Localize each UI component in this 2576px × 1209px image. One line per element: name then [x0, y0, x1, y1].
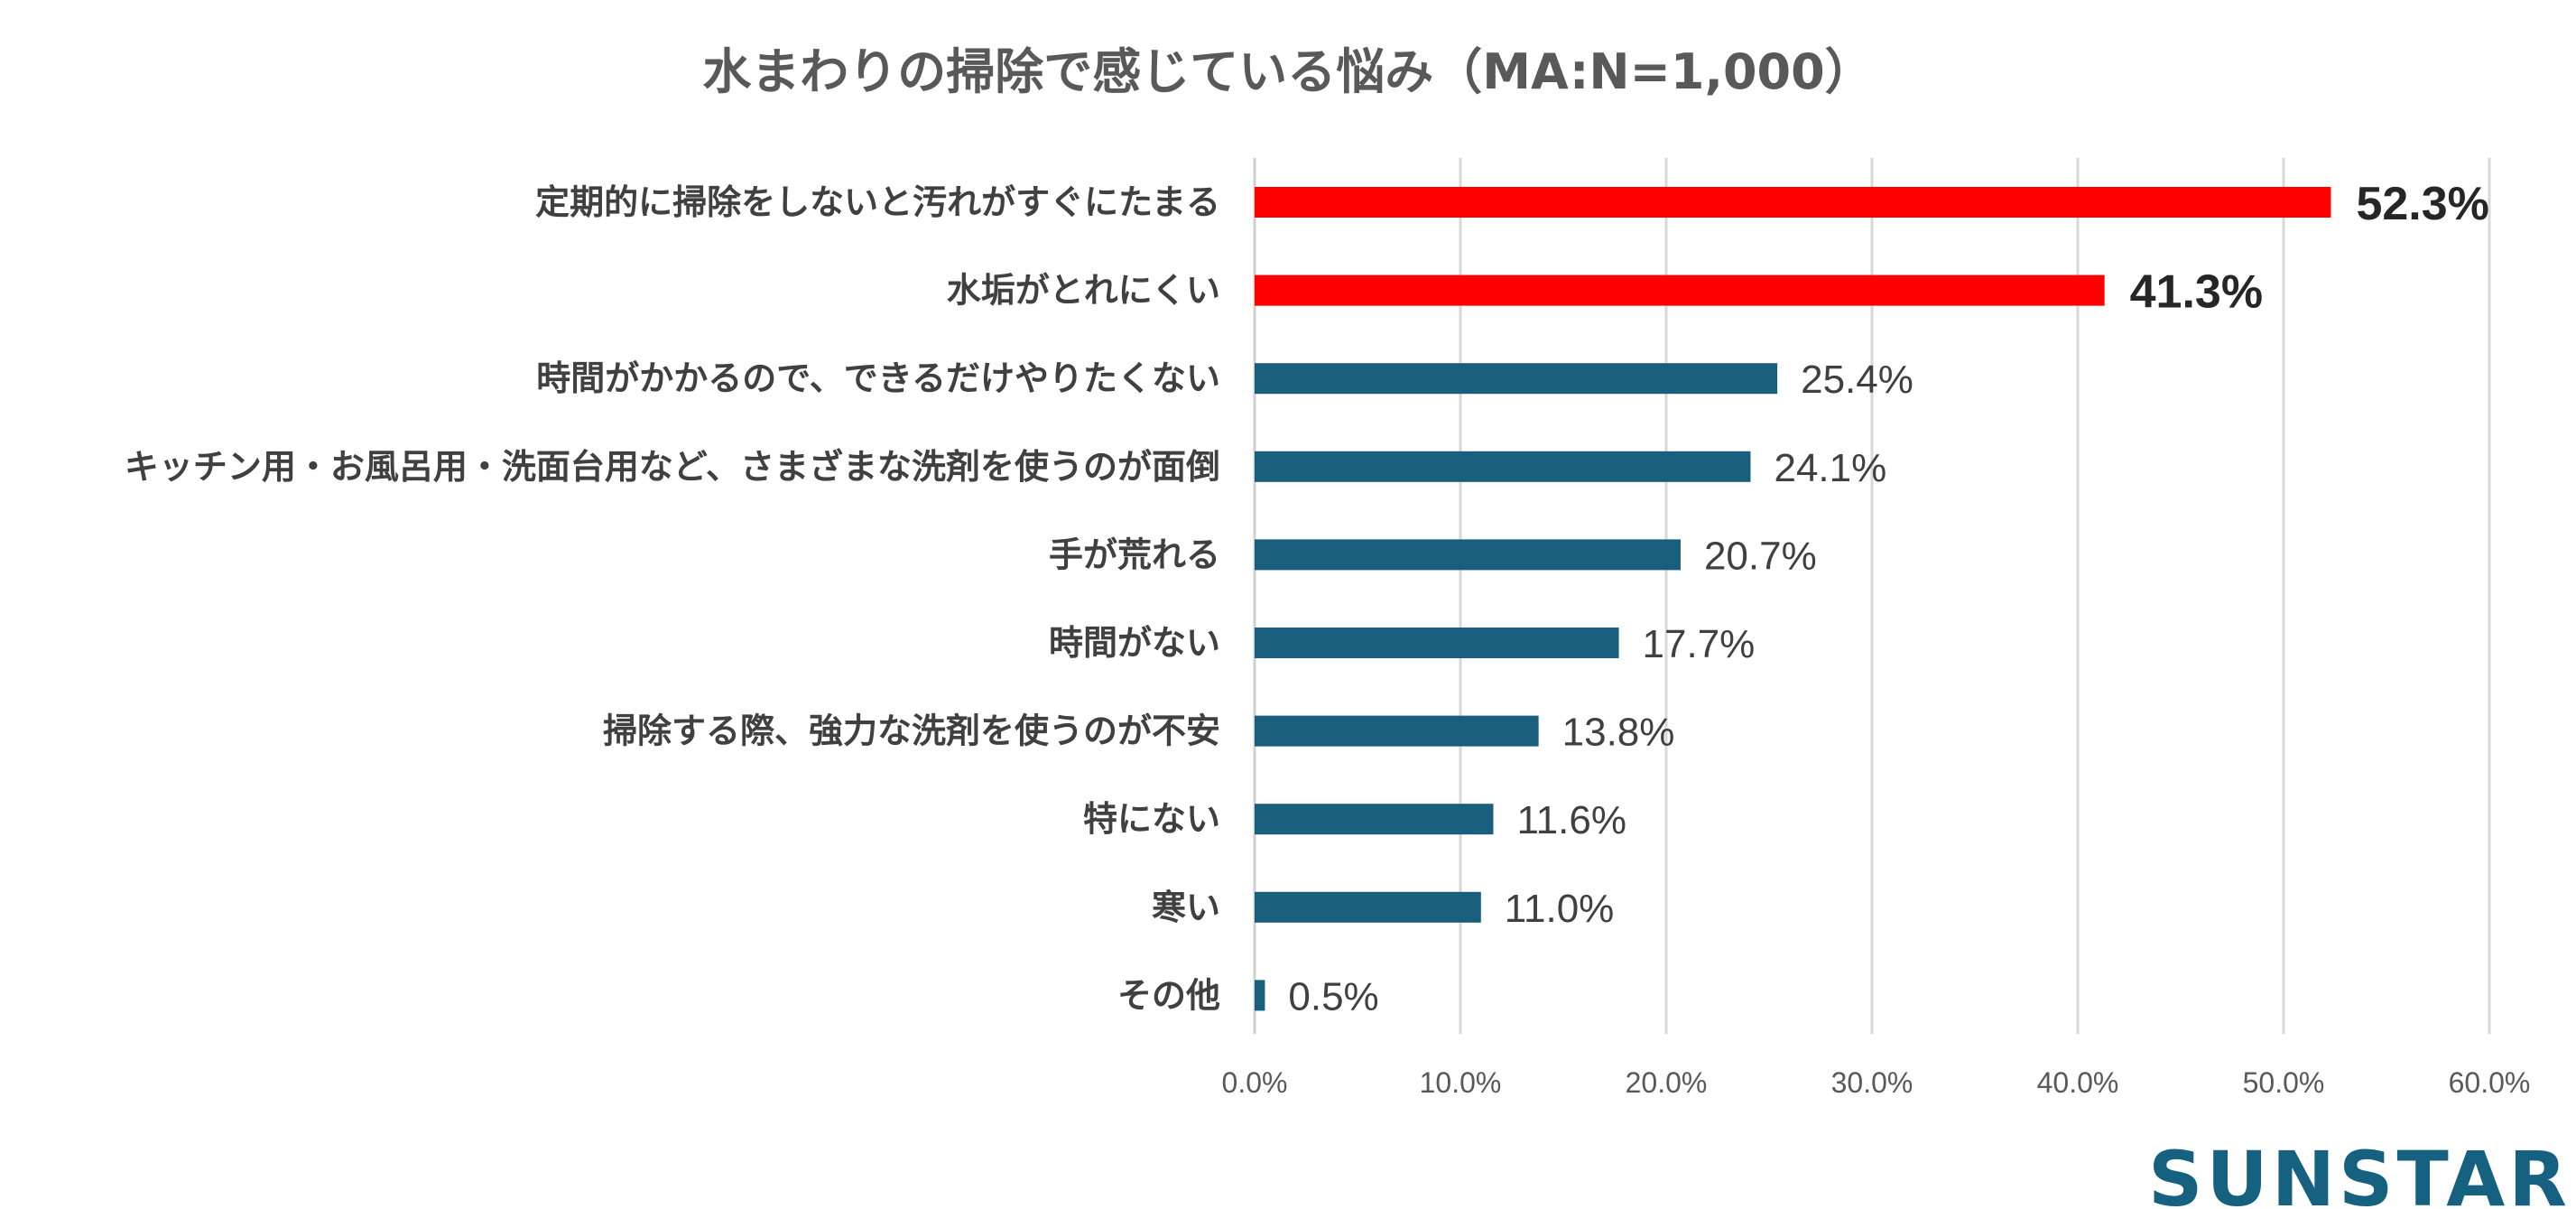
category-label: 寒い: [1152, 888, 1220, 927]
category-label: 水垢がとれにくい: [947, 271, 1220, 311]
x-tick-label: 20.0%: [1626, 1066, 1708, 1099]
data-label: 25.4%: [1801, 358, 1913, 402]
bar: [1255, 274, 2105, 306]
data-label: 11.6%: [1516, 798, 1626, 842]
category-label: その他: [1117, 975, 1220, 1015]
x-tick-label: 60.0%: [2449, 1066, 2531, 1099]
data-label: 20.7%: [1704, 534, 1817, 578]
bar: [1255, 628, 1619, 658]
category-label-layer: 定期的に掃除をしないと汚れがすぐにたまる水垢がとれにくい時間がかかるので、できる…: [125, 182, 1220, 1015]
data-label: 24.1%: [1774, 446, 1886, 490]
x-tick-label: 0.0%: [1222, 1066, 1288, 1099]
category-label: 掃除する際、強力な洗剤を使うのが不安: [603, 711, 1220, 751]
tick-label-layer: 0.0% 10.0% 20.0% 30.0% 40.0% 50.0% 60.0%: [1222, 1066, 2531, 1099]
bar: [1255, 804, 1494, 835]
bar: [1255, 363, 1778, 395]
category-label: 特にない: [1083, 799, 1220, 839]
category-label: 時間がかかるので、できるだけやりたくない: [536, 358, 1220, 398]
category-label: 手が荒れる: [1049, 535, 1220, 574]
category-label: 時間がない: [1049, 623, 1220, 663]
bar: [1255, 187, 2331, 218]
bar: [1255, 980, 1265, 1011]
x-tick-label: 30.0%: [1831, 1066, 1913, 1099]
chart-title: 水まわりの掃除で感じている悩み（MA:N=1,000）: [702, 43, 1873, 100]
bar: [1255, 715, 1539, 747]
bar: [1255, 539, 1681, 571]
data-label: 41.3%: [2130, 266, 2263, 319]
bar: [1255, 891, 1481, 923]
bar-layer: [1255, 187, 2331, 1011]
data-label: 11.0%: [1505, 887, 1615, 931]
category-label: 定期的に掃除をしないと汚れがすぐにたまる: [535, 182, 1220, 222]
data-label: 0.5%: [1288, 974, 1378, 1018]
x-tick-label: 10.0%: [1420, 1066, 1502, 1099]
data-label-layer: 52.3% 41.3% 25.4% 24.1% 20.7% 17.7% 13.8% 11.6%…: [1288, 178, 2488, 1018]
data-label: 52.3%: [2356, 178, 2488, 230]
category-label: キッチン用・お風呂用・洗面台用など、さまざまな洗剤を使うのが面倒: [125, 447, 1220, 487]
data-label: 13.8%: [1562, 711, 1675, 755]
brand-logo: SUNSTAR: [2148, 1135, 2571, 1209]
x-tick-label: 50.0%: [2243, 1066, 2325, 1099]
x-tick-label: 40.0%: [2037, 1066, 2119, 1099]
bar: [1255, 451, 1751, 482]
data-label: 17.7%: [1643, 622, 1756, 666]
